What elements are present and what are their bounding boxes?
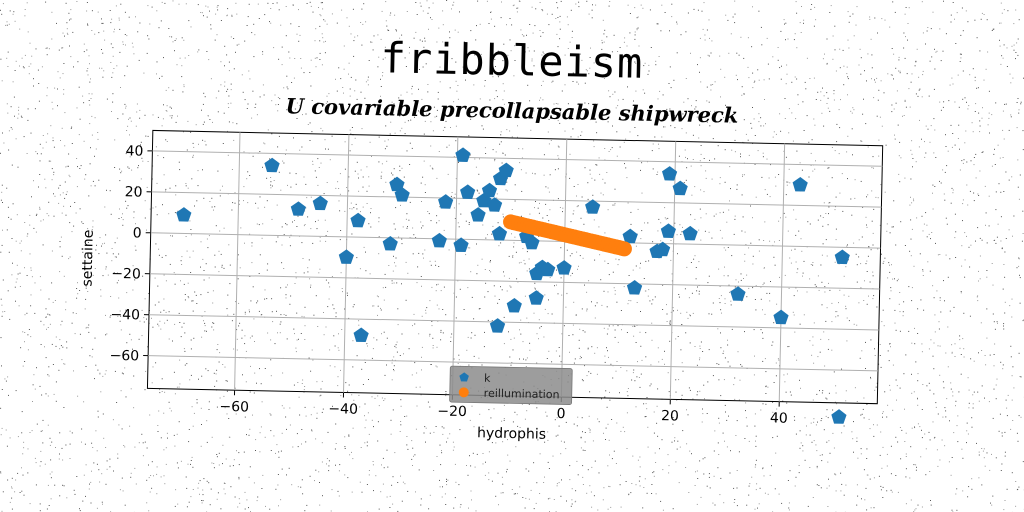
x-tick-label: 40 (770, 410, 788, 426)
axes-frame (146, 129, 884, 405)
k-point (626, 279, 643, 295)
reillumination-point (616, 241, 632, 257)
series-reillumination (503, 214, 632, 257)
k-point (773, 309, 789, 325)
y-tick-label: 0 (133, 225, 142, 241)
x-tick-label: −20 (437, 403, 467, 420)
k-point (834, 249, 850, 265)
y-tick-label: −60 (109, 348, 139, 365)
grid-line-y (148, 355, 878, 372)
plot-area: −60 −40 −20 0 20 40 −60 −40 −20 0 20 40 k reillumina… (80, 129, 884, 443)
legend-marker-k (459, 372, 469, 382)
k-point (382, 235, 398, 251)
k-point (394, 187, 410, 202)
k-point (389, 176, 405, 192)
y-tick-label: 40 (125, 143, 143, 159)
k-point (438, 194, 454, 209)
series-k (176, 147, 850, 424)
data-series (176, 147, 850, 424)
grid-line-x (669, 141, 677, 400)
legend-label-reillumination: reillumination (484, 387, 560, 402)
k-point (498, 162, 514, 178)
y-tick-label: −40 (110, 307, 140, 324)
y-tick-label: −20 (111, 266, 141, 283)
k-point (660, 223, 676, 238)
grid-line-y (150, 232, 881, 249)
k-point (338, 249, 354, 264)
legend-box (449, 365, 573, 405)
k-point (622, 228, 638, 244)
k-point (585, 199, 601, 214)
k-point (455, 147, 471, 162)
k-point (491, 225, 508, 241)
legend: k reillumination (449, 365, 573, 405)
x-tick-label: −40 (328, 401, 358, 418)
x-tick-label: 0 (556, 406, 565, 422)
y-axis-label: settaine (80, 230, 97, 287)
grid-line-y (151, 191, 882, 208)
k-point (730, 286, 746, 301)
k-point (460, 184, 476, 199)
x-axis-label: hydrophis (477, 425, 546, 442)
grid-line-x (778, 143, 786, 402)
k-point (524, 234, 540, 250)
x-tick-label: 20 (661, 408, 679, 424)
k-point (672, 180, 688, 196)
k-point (655, 241, 671, 257)
grid-line-x (234, 132, 241, 391)
grid-line-y (152, 150, 883, 167)
k-point (682, 225, 698, 241)
k-point (264, 157, 280, 173)
y-tick-label: 20 (125, 184, 143, 200)
grid-line-y (149, 273, 880, 290)
x-tick-label: −60 (219, 399, 249, 416)
k-point (176, 207, 192, 222)
k-point (792, 177, 808, 192)
k-point (453, 237, 469, 253)
axis-ticks: −60 −40 −20 0 20 40 −60 −40 −20 0 20 40 (109, 143, 788, 426)
k-point (312, 195, 328, 211)
k-point (431, 232, 447, 248)
k-point (489, 318, 506, 333)
k-point (353, 327, 369, 343)
k-point (528, 290, 544, 305)
legend-label-k: k (484, 372, 491, 385)
k-point (661, 166, 678, 181)
grid (148, 132, 883, 402)
k-point (470, 207, 486, 222)
k-point (487, 197, 503, 212)
k-point (350, 212, 366, 228)
grid-line-y (148, 314, 879, 331)
legend-marker-reillumination (458, 387, 469, 398)
k-point (831, 409, 847, 424)
k-point (556, 260, 572, 275)
k-point (540, 261, 556, 277)
k-point (481, 182, 498, 198)
grid-line-x (451, 136, 459, 395)
k-point (290, 201, 306, 216)
k-point (506, 297, 522, 313)
